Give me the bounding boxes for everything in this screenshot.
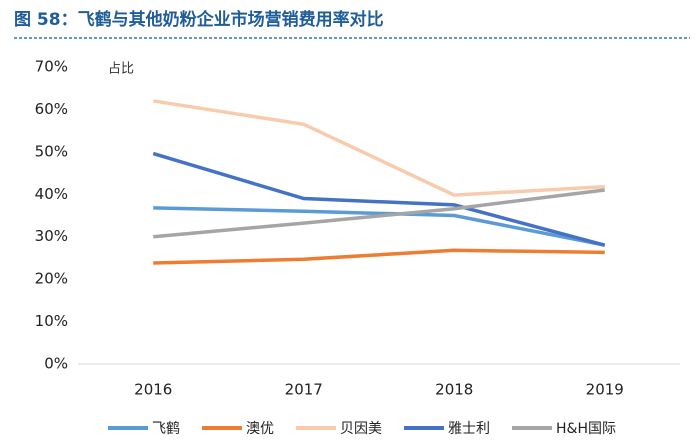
chart-title: 图 58：飞鹤与其他奶粉企业市场营销费用率对比 (14, 9, 384, 30)
x-tick-label: 2017 (285, 381, 323, 399)
y-tick-label: 40% (35, 185, 68, 203)
x-tick-label: 2018 (435, 381, 473, 399)
series-line (153, 188, 605, 239)
y-axis-label: 占比 (108, 62, 134, 77)
y-tick-label: 50% (35, 142, 68, 160)
x-tick-label: 2019 (586, 381, 624, 399)
legend-label: 澳优 (246, 421, 274, 437)
x-tick-label: 2016 (134, 381, 172, 399)
y-tick-label: 0% (44, 355, 68, 373)
series-line (153, 248, 605, 265)
legend-label: 贝因美 (340, 421, 382, 437)
series-line (152, 151, 606, 247)
y-tick-label: 20% (35, 270, 68, 288)
legend-label: 飞鹤 (152, 421, 180, 437)
series-line (152, 99, 605, 197)
series-line (153, 206, 606, 247)
y-tick-label: 30% (35, 227, 68, 245)
y-tick-label: 70% (35, 58, 68, 76)
y-tick-label: 10% (35, 312, 68, 330)
y-tick-label: 60% (35, 100, 68, 118)
legend-label: H&H国际 (556, 421, 616, 437)
legend-label: 雅士利 (448, 421, 490, 437)
